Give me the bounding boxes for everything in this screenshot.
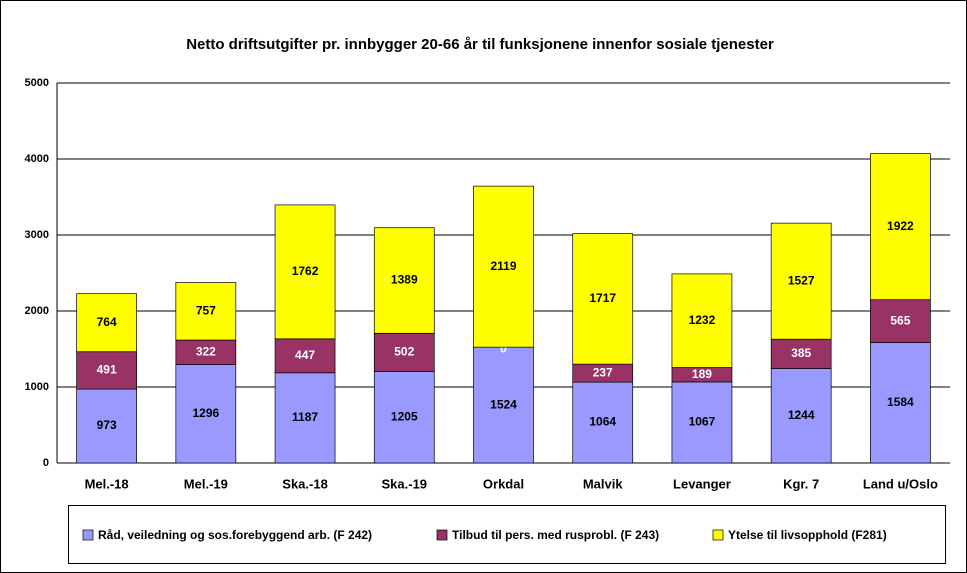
x-tick-label: Ska.-18 [282, 476, 328, 491]
legend-label: Ytelse til livsopphold (F281) [728, 528, 887, 542]
x-tick-label: Ska.-19 [382, 476, 428, 491]
y-tick-label: 4000 [25, 153, 49, 165]
value-label: 447 [295, 348, 315, 362]
x-tick-label: Orkdal [483, 476, 524, 491]
value-label: 1524 [490, 397, 517, 411]
y-tick-label: 1000 [25, 381, 49, 393]
bar-segment [671, 273, 733, 368]
y-tick-label: 0 [43, 457, 49, 469]
value-label: 1389 [391, 273, 418, 287]
bar-segment [572, 233, 634, 365]
legend-label: Råd, veiledning og sos.forebyggend arb. … [98, 528, 372, 542]
value-label: 237 [593, 365, 613, 379]
value-label: 1067 [689, 415, 716, 429]
value-label: 1717 [589, 291, 616, 305]
legend-box [68, 505, 946, 564]
bar-segment [473, 346, 534, 464]
bar-segment [373, 332, 435, 372]
value-label: 1527 [788, 273, 815, 287]
x-tick-label: Mel.-19 [184, 476, 228, 491]
value-label: 764 [97, 315, 117, 329]
bar-segment [76, 351, 137, 390]
value-label: 189 [692, 367, 712, 381]
value-label: 1244 [788, 408, 815, 422]
y-tick-label: 5000 [25, 77, 49, 89]
x-tick-label: Kgr. 7 [783, 476, 819, 491]
x-tick-label: Levanger [673, 476, 731, 491]
bar-segment [373, 371, 435, 464]
value-label: 502 [394, 345, 414, 359]
value-label: 1232 [689, 313, 716, 327]
value-label: 973 [97, 418, 117, 432]
x-tick-label: Land u/Oslo [863, 476, 938, 491]
legend-swatch [712, 529, 724, 541]
legend-swatch [436, 529, 448, 541]
y-tick-label: 3000 [25, 229, 49, 241]
value-label: 565 [890, 313, 910, 327]
bar-segment [274, 372, 336, 464]
bar-segment [175, 364, 237, 464]
bar-segment [870, 153, 931, 301]
bar-segment [175, 282, 237, 341]
value-label: 2119 [490, 259, 516, 273]
bar-segment [870, 299, 931, 343]
value-label: 1205 [391, 409, 418, 423]
bar-segment [770, 368, 832, 464]
legend-label: Tilbud til pers. med rusprobl. (F 243) [452, 528, 659, 542]
value-label: 757 [196, 303, 216, 317]
bar-segment [671, 381, 733, 464]
bar-segment [76, 293, 137, 353]
value-label: 1064 [589, 415, 616, 429]
bar-segment [572, 381, 634, 464]
value-label: 385 [791, 346, 811, 360]
bar-segment [770, 338, 832, 369]
y-tick-label: 2000 [25, 305, 49, 317]
bar-segment [274, 338, 336, 374]
bar-segment [175, 339, 237, 365]
value-label: 1187 [292, 410, 318, 424]
x-tick-label: Mel.-18 [85, 476, 129, 491]
bar-segment [274, 204, 336, 340]
bar-segment [770, 222, 832, 340]
bar-segment [76, 388, 137, 464]
bar-segment [373, 227, 435, 334]
bar-segment [473, 185, 534, 348]
bar-segment [870, 342, 931, 464]
value-label: 1296 [192, 406, 219, 420]
value-label: 1584 [887, 395, 914, 409]
x-tick-label: Malvik [583, 476, 624, 491]
value-label: 0 [500, 341, 507, 355]
chart-title: Netto driftsutgifter pr. innbygger 20-66… [186, 36, 774, 53]
legend-swatch [82, 529, 94, 541]
value-label: 1922 [887, 219, 914, 233]
value-label: 322 [196, 344, 216, 358]
value-label: 1762 [292, 264, 319, 278]
value-label: 491 [97, 363, 117, 377]
